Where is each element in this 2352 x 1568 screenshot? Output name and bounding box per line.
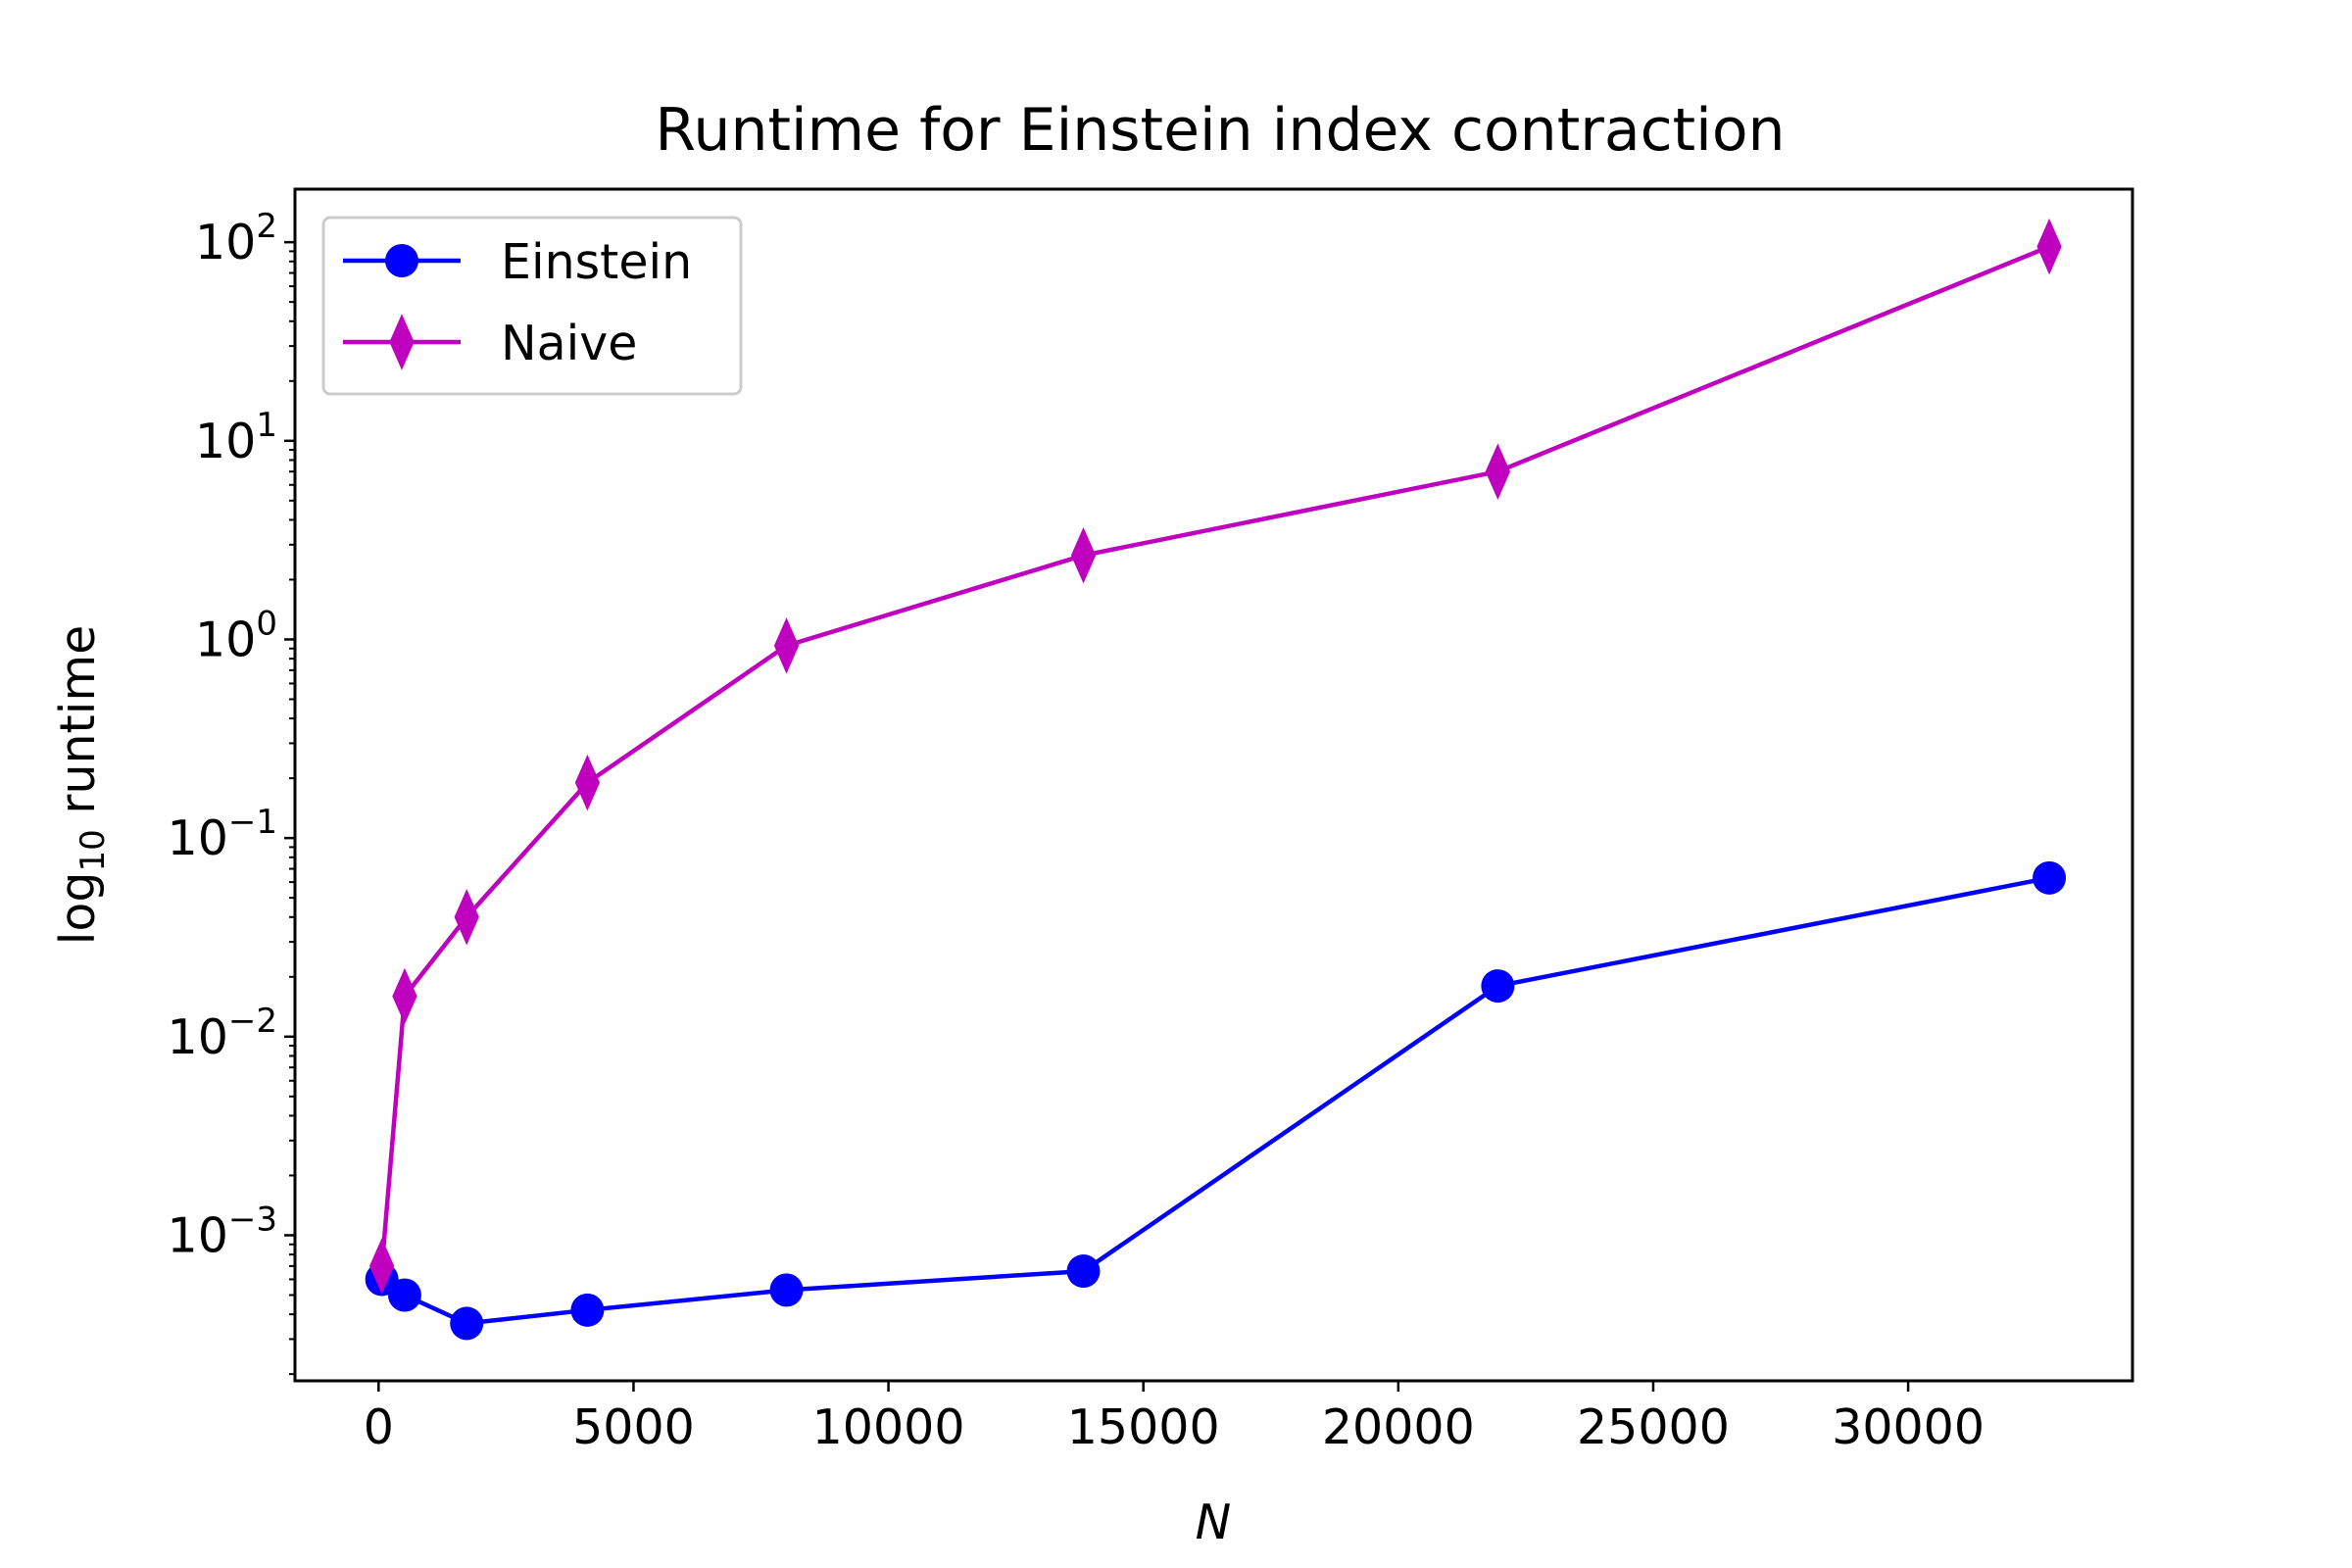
plot-series bbox=[365, 218, 2067, 1341]
y-tick-label-exponent: 2 bbox=[256, 207, 277, 246]
y-tick-label-base: 10 bbox=[168, 810, 228, 866]
x-axis-label: N bbox=[1196, 1494, 1232, 1550]
y-tick-label-base: 10 bbox=[168, 1009, 228, 1065]
data-point-naive bbox=[1485, 443, 1511, 500]
y-tick-label-base: 10 bbox=[195, 414, 256, 469]
y-axis-label-rest: runtime bbox=[50, 625, 106, 830]
y-tick-label-base: 10 bbox=[168, 1207, 228, 1263]
data-point-einstein bbox=[2033, 860, 2067, 895]
data-point-einstein bbox=[769, 1273, 804, 1307]
x-tick-label: 25000 bbox=[1577, 1399, 1730, 1455]
legend-einstein-marker bbox=[385, 244, 418, 277]
legend-einstein-label: Einstein bbox=[501, 234, 692, 290]
data-point-einstein bbox=[387, 1278, 421, 1312]
chart-title: Runtime for Einstein index contraction bbox=[655, 96, 1785, 165]
data-point-einstein bbox=[570, 1293, 605, 1327]
y-tick-label-exponent: −1 bbox=[228, 803, 277, 842]
y-tick-label: 102 bbox=[195, 207, 277, 270]
y-tick-label-exponent: 1 bbox=[256, 406, 277, 445]
x-tick-label: 20000 bbox=[1322, 1399, 1475, 1455]
data-point-einstein bbox=[1066, 1254, 1101, 1289]
data-point-naive bbox=[2036, 218, 2062, 275]
y-tick-label: 100 bbox=[195, 604, 277, 667]
y-tick-label: 101 bbox=[195, 406, 277, 469]
y-axis-label: log10 runtime bbox=[50, 625, 113, 946]
y-axis-label-base: log bbox=[50, 872, 106, 946]
x-axis-ticks: 0 5000 10000 15000 20000 25000 30000 bbox=[364, 1381, 1984, 1455]
data-point-naive bbox=[392, 967, 417, 1025]
x-tick-label: 15000 bbox=[1067, 1399, 1220, 1455]
y-tick-label-base: 10 bbox=[195, 612, 256, 667]
y-tick-label-exponent: −2 bbox=[228, 1002, 277, 1041]
y-tick-label: 10−3 bbox=[168, 1200, 277, 1263]
data-point-naive bbox=[1070, 526, 1097, 584]
plot-frame bbox=[293, 187, 2134, 1383]
data-point-einstein bbox=[450, 1306, 484, 1341]
x-tick-label: 0 bbox=[364, 1399, 394, 1455]
y-axis-label-subscript: 10 bbox=[74, 829, 113, 871]
series-line-naive bbox=[379, 244, 2050, 1267]
data-point-naive bbox=[369, 1238, 395, 1295]
y-tick-label-base: 10 bbox=[195, 215, 256, 270]
data-point-naive bbox=[454, 889, 479, 946]
y-tick-label: 10−2 bbox=[168, 1002, 277, 1065]
y-tick-label-exponent: −3 bbox=[228, 1200, 277, 1239]
x-tick-label: 10000 bbox=[812, 1399, 965, 1455]
legend-naive-label: Naive bbox=[501, 316, 637, 371]
data-point-einstein bbox=[1481, 969, 1515, 1004]
data-point-naive bbox=[773, 617, 800, 674]
y-tick-label: 10−1 bbox=[168, 803, 277, 866]
series-einstein bbox=[365, 860, 2067, 1341]
series-line-einstein bbox=[380, 875, 2050, 1326]
y-tick-label-exponent: 0 bbox=[256, 604, 277, 643]
x-tick-label: 5000 bbox=[572, 1399, 695, 1455]
data-point-naive bbox=[574, 754, 601, 811]
x-tick-label: 30000 bbox=[1832, 1399, 1984, 1455]
legend: Einstein Naive bbox=[321, 216, 743, 396]
legend-naive-marker bbox=[389, 314, 415, 370]
series-naive bbox=[369, 218, 2062, 1295]
